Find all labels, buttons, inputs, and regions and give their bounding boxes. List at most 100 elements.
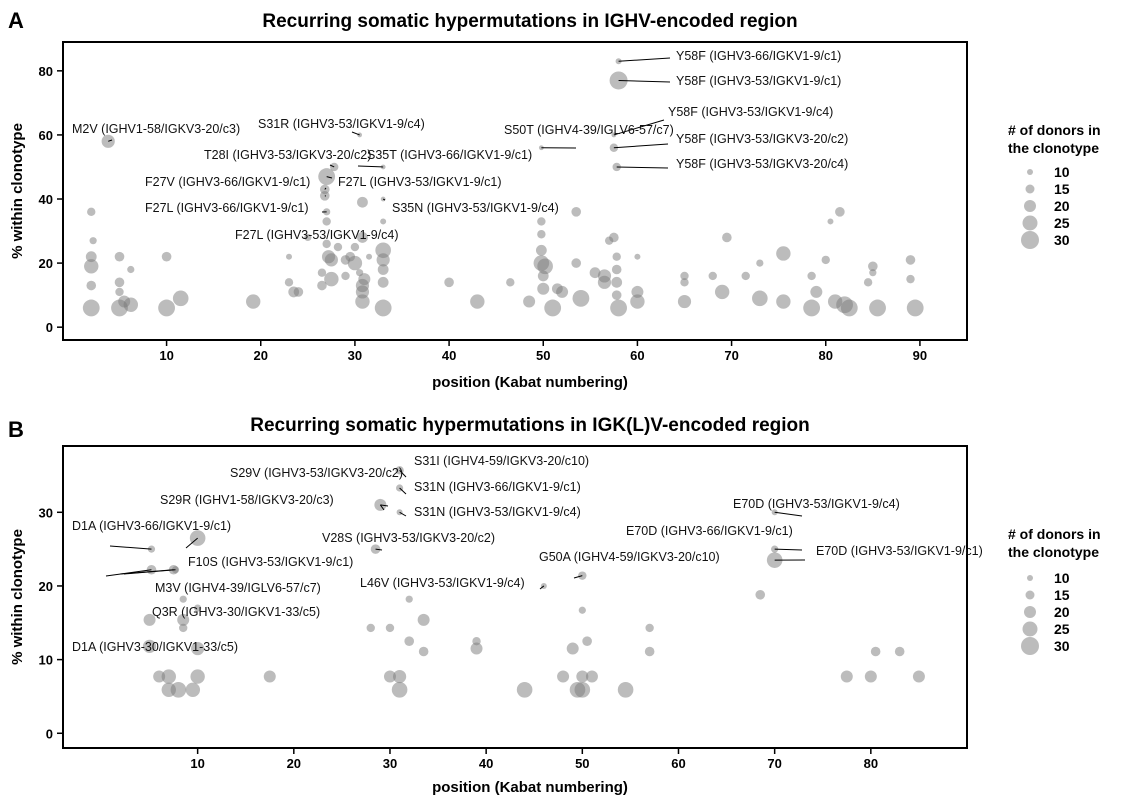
data-point	[347, 255, 363, 271]
annotation-leader	[774, 511, 803, 517]
data-point	[578, 606, 586, 614]
x-tick-label: 60	[671, 756, 685, 771]
data-point	[677, 294, 692, 309]
data-point	[523, 295, 536, 308]
data-point	[161, 669, 176, 684]
annotation-label: S35T (IGHV3-66/IGKV1-9/c1)	[367, 148, 532, 162]
chart-title-a: Recurring somatic hypermutations in IGHV…	[262, 11, 797, 32]
data-point	[84, 259, 99, 274]
x-tick-label: 10	[190, 756, 204, 771]
plot-frame-b	[62, 445, 968, 749]
y-axis-label-b: % within clonotype	[9, 529, 26, 665]
legend-label: 10	[1054, 570, 1070, 586]
data-point	[366, 623, 375, 633]
data-point	[115, 287, 124, 297]
x-tick-label: 80	[864, 756, 878, 771]
data-point	[179, 623, 188, 633]
annotation-label: F27L (IGHV3-66/IGKV1-9/c1)	[145, 201, 309, 215]
legend-title: the clonotype	[1008, 140, 1099, 156]
data-point	[374, 299, 392, 317]
data-point	[755, 589, 766, 600]
legend-marker	[1025, 590, 1035, 600]
data-point	[355, 294, 370, 309]
annotation-leader	[351, 131, 360, 136]
data-point	[444, 277, 454, 288]
data-point	[582, 636, 592, 646]
data-point	[324, 271, 339, 287]
annotation-leader	[618, 79, 671, 83]
data-point	[317, 280, 327, 291]
data-point	[680, 271, 689, 281]
x-tick-label: 30	[383, 756, 397, 771]
data-point	[864, 670, 877, 683]
annotation-label: S29R (IGHV1-58/IGKV3-20/c3)	[160, 493, 334, 507]
data-point	[375, 242, 391, 259]
data-point	[680, 278, 689, 287]
data-point	[535, 244, 547, 256]
annotation-label: D1A (IGHV3-66/IGKV1-9/c1)	[72, 519, 231, 533]
annotation-leader	[108, 139, 113, 142]
data-point	[418, 646, 429, 657]
data-point	[142, 639, 157, 653]
legend-label: 25	[1054, 215, 1070, 231]
data-point	[405, 595, 413, 603]
legend-marker	[1022, 215, 1038, 231]
data-point	[127, 265, 135, 274]
points-b	[142, 466, 925, 698]
data-point	[571, 207, 582, 217]
y-axis-label-a: % within clonotype	[9, 123, 26, 259]
annotation-leader	[105, 569, 152, 577]
annotation-label: Y58F (IGHV3-53/IGKV1-9/c4)	[668, 105, 833, 119]
legend-title: # of donors in	[1008, 526, 1101, 542]
annotation-leader	[379, 504, 385, 511]
data-point	[170, 682, 187, 698]
legend-label: 15	[1054, 181, 1070, 197]
data-point	[366, 253, 373, 260]
data-point	[322, 239, 331, 249]
data-point	[611, 290, 622, 300]
annotation-label: E70D (IGHV3-66/IGKV1-9/c1)	[626, 524, 793, 538]
plot-frame-a	[62, 41, 968, 341]
x-axis-label-a: position (Kabat numbering)	[432, 374, 628, 391]
ticks-a: 10 20 30 40 50 60 70 80 90 0 20 40 60 80	[39, 64, 928, 363]
data-point	[506, 278, 515, 287]
x-tick-label: 30	[348, 348, 362, 363]
annotation-label: Y58F (IGHV3-53/IGKV1-9/c1)	[676, 74, 841, 88]
data-point	[470, 642, 483, 655]
data-point	[869, 269, 877, 277]
data-point	[385, 623, 395, 633]
data-point	[807, 271, 816, 281]
data-point	[905, 255, 916, 265]
x-tick-label: 10	[159, 348, 173, 363]
annotation-leader	[382, 198, 386, 201]
data-point	[324, 253, 338, 267]
annotation-leader	[399, 487, 407, 495]
legend-label: 30	[1054, 232, 1070, 248]
data-point	[87, 207, 96, 217]
data-point	[383, 670, 396, 683]
data-point	[114, 251, 125, 262]
annotation-leader	[613, 119, 665, 136]
data-point	[863, 278, 873, 287]
data-point	[380, 218, 387, 225]
data-point	[538, 145, 544, 151]
annotation-label: S31R (IGHV3-53/IGKV1-9/c4)	[258, 117, 425, 131]
annotation-leader	[618, 57, 671, 62]
legend-marker	[1021, 637, 1039, 655]
data-point	[634, 253, 641, 260]
data-point	[158, 299, 175, 317]
panel-letter-a: A	[8, 8, 24, 33]
y-tick-label: 0	[46, 726, 53, 741]
annotation-label: F27L (IGHV3-53/IGKV1-9/c4)	[235, 228, 399, 242]
data-point	[537, 217, 546, 226]
data-point	[869, 299, 886, 317]
data-point	[537, 282, 550, 295]
data-point	[576, 670, 589, 683]
y-axis-label-a-wrap: % within clonotype	[9, 123, 26, 259]
data-point	[609, 232, 619, 243]
annotation-label: G50A (IGHV4-59/IGKV3-20/c10)	[539, 550, 720, 564]
annotation-label: E70D (IGHV3-53/IGKV1-9/c4)	[733, 497, 900, 511]
data-point	[86, 280, 97, 291]
annotation-leader	[573, 575, 583, 579]
